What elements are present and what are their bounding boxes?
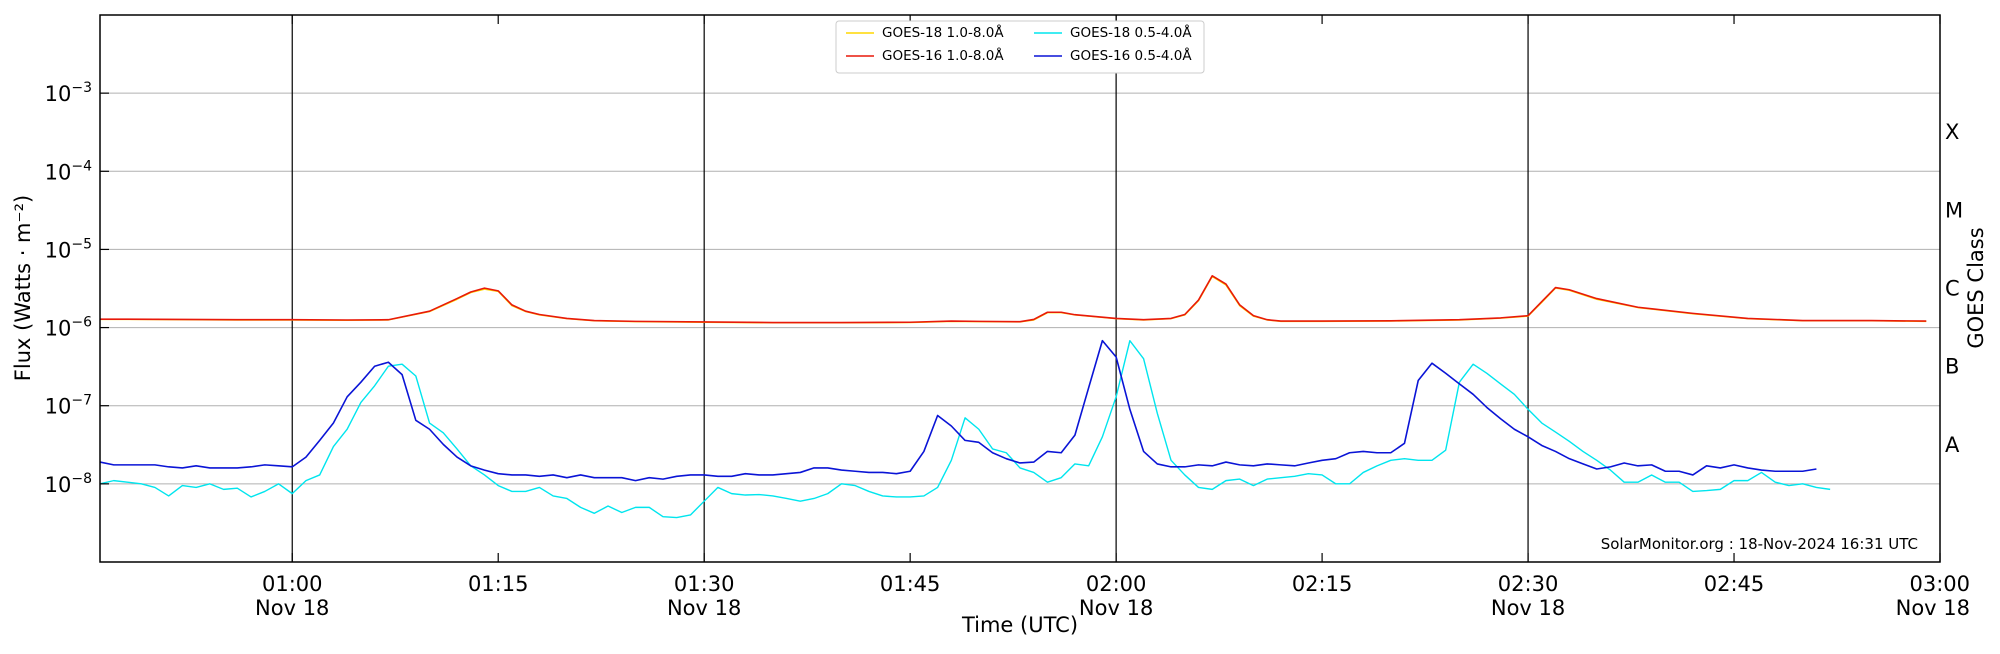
goes-class-label-x: X xyxy=(1945,120,1959,144)
vertical-marker-layer xyxy=(291,15,1529,562)
y-axis-label: Flux (Watts · m⁻²) xyxy=(11,195,35,381)
x-tick-sublabel: Nov 18 xyxy=(255,596,329,620)
x-axis-label: Time (UTC) xyxy=(961,613,1078,637)
goes-class-label-c: C xyxy=(1945,277,1960,301)
y-tick-label: 10−7 xyxy=(45,393,92,419)
goes-class-label-b: B xyxy=(1945,355,1959,379)
x-tick-label: 02:15 xyxy=(1292,572,1353,596)
legend-box xyxy=(835,20,1205,74)
series-layer xyxy=(99,274,1927,519)
x-tick-sublabel: Nov 18 xyxy=(1896,596,1970,620)
series-line-2 xyxy=(99,339,1831,519)
x-tick-label: 02:00 xyxy=(1086,572,1147,596)
series-line-1 xyxy=(100,274,1927,324)
x-tick-sublabel: Nov 18 xyxy=(1079,596,1153,620)
y-tick-label: 10−5 xyxy=(45,236,92,262)
series-line-3 xyxy=(99,339,1817,482)
legend: GOES-18 1.0-8.0Å GOES-16 1.0-8.0Å GOES-18 … xyxy=(835,20,1205,74)
credit-text: SolarMonitor.org : 18-Nov-2024 16:31 UTC xyxy=(1601,535,1918,553)
x-tick-label: 01:45 xyxy=(880,572,941,596)
goes-class-label-m: M xyxy=(1945,198,1963,222)
grid-layer xyxy=(100,92,1940,485)
x-tick-label: 02:30 xyxy=(1498,572,1559,596)
x-tick-label: 01:30 xyxy=(674,572,735,596)
goes-class-label-a: A xyxy=(1945,433,1960,457)
x-tick-label: 01:00 xyxy=(262,572,323,596)
x-tick-sublabel: Nov 18 xyxy=(667,596,741,620)
y-tick-label: 10−6 xyxy=(45,315,92,341)
legend-label: GOES-18 1.0-8.0Å xyxy=(882,24,1004,41)
y-tick-label: 10−4 xyxy=(45,158,92,184)
x-tick-sublabel: Nov 18 xyxy=(1491,596,1565,620)
legend-label: GOES-16 1.0-8.0Å xyxy=(882,47,1004,64)
x-tick-label: 01:15 xyxy=(468,572,529,596)
legend-label: GOES-16 0.5-4.0Å xyxy=(1070,47,1192,64)
goes-class-axis-label: GOES Class xyxy=(1964,227,1988,348)
series-line-0 xyxy=(100,275,1927,324)
x-tick-label: 03:00 xyxy=(1909,572,1970,596)
x-tick-label: 02:45 xyxy=(1704,572,1765,596)
y-tick-label: 10−8 xyxy=(45,471,92,497)
legend-label: GOES-18 0.5-4.0Å xyxy=(1070,24,1192,41)
plot-frame xyxy=(99,14,1941,563)
y-tick-label: 10−3 xyxy=(45,80,92,106)
tick-layer xyxy=(100,15,1941,562)
